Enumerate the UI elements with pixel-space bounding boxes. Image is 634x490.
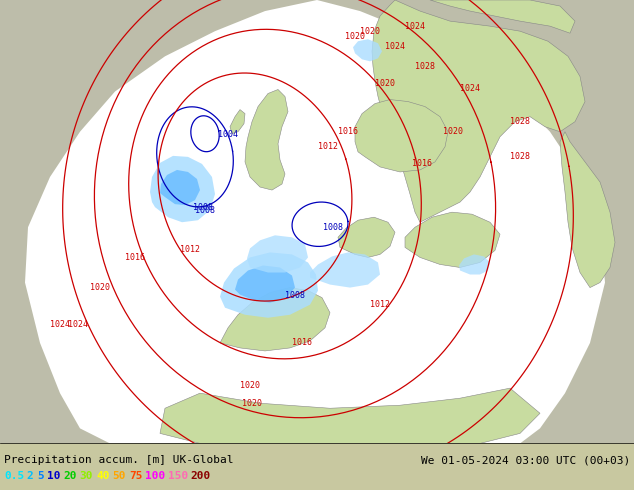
Polygon shape (245, 90, 288, 190)
Polygon shape (372, 0, 585, 222)
Text: 5: 5 (37, 471, 44, 481)
Polygon shape (560, 132, 615, 288)
Text: 1028: 1028 (510, 117, 530, 126)
Text: 1024: 1024 (68, 320, 88, 329)
Text: 1028: 1028 (510, 152, 530, 161)
Text: 1020: 1020 (360, 26, 380, 36)
Text: 30: 30 (80, 471, 93, 481)
Polygon shape (230, 110, 245, 134)
Text: 1020: 1020 (375, 79, 395, 88)
Text: 1008: 1008 (193, 203, 213, 212)
Text: 1024: 1024 (460, 84, 480, 93)
Text: 1024: 1024 (50, 320, 70, 329)
Polygon shape (160, 170, 200, 205)
Polygon shape (235, 266, 295, 303)
Text: 1016: 1016 (125, 253, 145, 262)
Polygon shape (459, 254, 490, 274)
Polygon shape (338, 217, 395, 257)
Text: 1012: 1012 (370, 300, 390, 309)
Text: 1008: 1008 (323, 223, 343, 232)
Text: 40: 40 (96, 471, 110, 481)
Text: 1028: 1028 (415, 62, 435, 71)
Text: 1016: 1016 (412, 159, 432, 169)
Text: 1012: 1012 (318, 142, 338, 151)
Text: 1024: 1024 (385, 42, 405, 51)
Polygon shape (353, 39, 382, 61)
Polygon shape (25, 0, 605, 443)
Text: 150: 150 (168, 471, 188, 481)
Polygon shape (160, 388, 540, 443)
Text: 2: 2 (27, 471, 34, 481)
Text: 1020: 1020 (240, 381, 260, 390)
Text: 10: 10 (47, 471, 60, 481)
Polygon shape (247, 235, 308, 272)
Text: 0.5: 0.5 (4, 471, 24, 481)
Text: 1016: 1016 (338, 127, 358, 136)
Text: 1016: 1016 (292, 339, 312, 347)
Polygon shape (220, 252, 318, 318)
Text: 1008: 1008 (195, 206, 215, 215)
Text: 1020: 1020 (345, 32, 365, 41)
Polygon shape (430, 0, 575, 33)
Text: 1020: 1020 (90, 283, 110, 292)
Polygon shape (150, 156, 215, 222)
Text: 1004: 1004 (218, 130, 238, 139)
Text: 1020: 1020 (443, 127, 463, 136)
Text: 1008: 1008 (285, 291, 305, 300)
Polygon shape (220, 288, 330, 351)
Text: 75: 75 (129, 471, 143, 481)
Text: 1020: 1020 (242, 399, 262, 408)
Text: 1012: 1012 (180, 245, 200, 254)
Text: 1024: 1024 (405, 22, 425, 31)
Text: Precipitation accum. [m] UK-Global: Precipitation accum. [m] UK-Global (4, 455, 233, 465)
Text: 100: 100 (145, 471, 165, 481)
Text: 200: 200 (191, 471, 211, 481)
Text: 50: 50 (113, 471, 126, 481)
Polygon shape (310, 252, 380, 288)
Text: We 01-05-2024 03:00 UTC (00+03): We 01-05-2024 03:00 UTC (00+03) (421, 455, 630, 465)
Text: 20: 20 (63, 471, 77, 481)
Polygon shape (405, 212, 500, 268)
Polygon shape (355, 99, 448, 172)
